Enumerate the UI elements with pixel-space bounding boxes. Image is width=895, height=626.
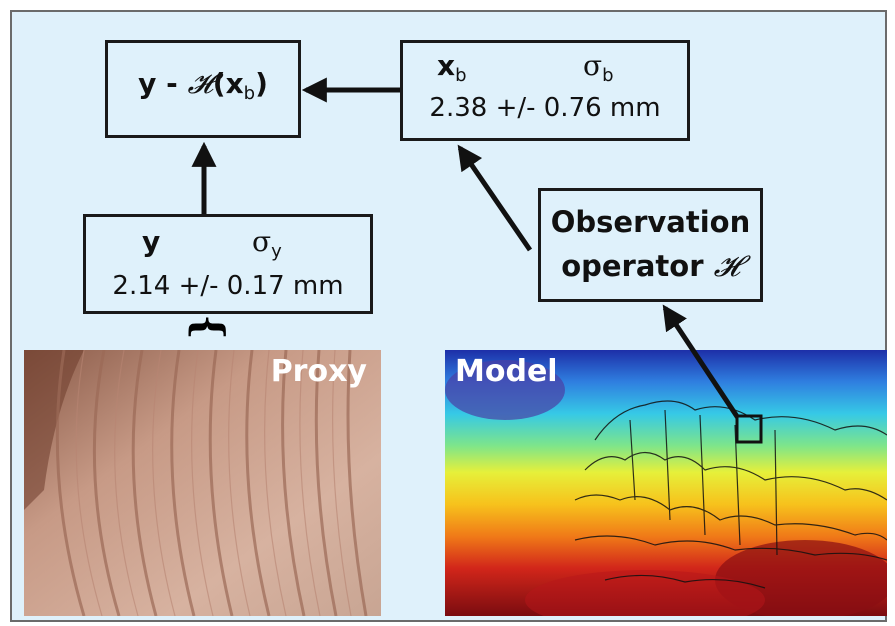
background-box: xb σb 2.38 +/- 0.76 mm bbox=[400, 40, 690, 141]
background-sigma-subscript: b bbox=[602, 65, 614, 86]
observation-box: y σy 2.14 +/- 0.17 mm bbox=[83, 214, 373, 314]
observation-value: 2.14 +/- 0.17 mm bbox=[112, 271, 344, 301]
innovation-open-paren: ( bbox=[212, 67, 226, 100]
proxy-label: Proxy bbox=[270, 354, 367, 389]
innovation-minus: - bbox=[156, 67, 188, 100]
climate-model-map bbox=[445, 350, 887, 616]
observation-sigma-subscript: y bbox=[271, 241, 282, 262]
background-value: 2.38 +/- 0.76 mm bbox=[429, 93, 661, 123]
innovation-close-paren: ) bbox=[255, 67, 268, 100]
tree-ring-image bbox=[24, 350, 381, 616]
operator-line-1: Observation bbox=[550, 205, 751, 239]
operator-line-2: operator 𝓗 bbox=[541, 249, 760, 284]
model-label: Model bbox=[455, 354, 558, 389]
innovation-operator: 𝓗 bbox=[187, 67, 213, 100]
background-x: x bbox=[437, 49, 456, 82]
observation-operator-box: Observation operator 𝓗 bbox=[538, 188, 763, 302]
arrow-model-to-operator bbox=[662, 304, 741, 420]
innovation-y: y bbox=[138, 67, 157, 100]
innovation-x: x bbox=[225, 67, 244, 100]
observation-sigma: σy bbox=[252, 225, 282, 262]
background-symbol: xb bbox=[437, 49, 467, 86]
background-sigma: σb bbox=[583, 49, 614, 86]
model-photo: Model bbox=[445, 350, 887, 616]
observation-symbol: y bbox=[142, 225, 160, 258]
operator-line-2-text: operator bbox=[561, 249, 714, 283]
proxy-photo: Proxy bbox=[24, 350, 381, 616]
observation-sigma-symbol: σ bbox=[252, 225, 272, 258]
innovation-box: y - 𝓗(xb) bbox=[105, 40, 301, 138]
innovation-x-subscript: b bbox=[243, 83, 256, 104]
arrow-operator-to-background bbox=[457, 144, 533, 252]
region-highlight-box bbox=[735, 414, 763, 444]
background-sigma-symbol: σ bbox=[583, 49, 603, 82]
innovation-expression: y - 𝓗(xb) bbox=[108, 67, 298, 104]
operator-line-2-symbol: 𝓗 bbox=[713, 249, 740, 283]
background-x-subscript: b bbox=[455, 65, 467, 86]
observation-y: y bbox=[142, 225, 161, 258]
